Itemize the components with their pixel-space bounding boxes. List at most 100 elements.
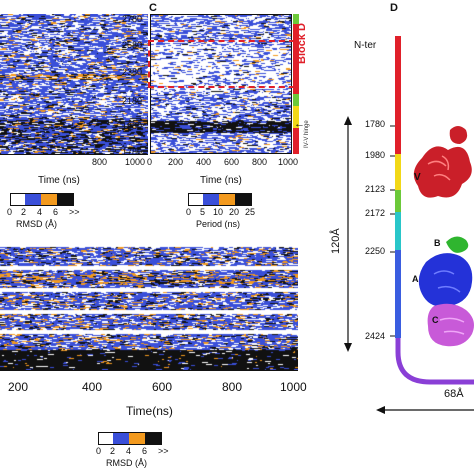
hinge-label: IV-V hinge [304, 120, 310, 148]
b-cbar-black [145, 433, 161, 444]
c-cbar-white [189, 194, 203, 205]
b-rmsd-colorbar [98, 432, 162, 445]
panel-d-diagram [344, 36, 474, 414]
panel-c-letter: C [149, 2, 157, 14]
b-legend-tick-4: 4 [126, 446, 132, 456]
tl-xtick-1000: 1000 [125, 157, 146, 167]
d-bar-blue [395, 250, 401, 338]
d-domain-label-a: A [412, 274, 419, 284]
tl-legend-tick-0: 0 [7, 207, 13, 217]
b-xtick-200: 200 [8, 380, 29, 394]
block-d-label: Block D [296, 23, 308, 64]
c-domain-strip [293, 14, 299, 154]
c-strip-yellow [293, 106, 299, 128]
tl-legend-tick-6: 6 [53, 207, 59, 217]
d-res-2424: 2424 [365, 331, 386, 341]
tl-cbar-white [11, 194, 25, 205]
d-nter-label: N-ter [354, 40, 377, 51]
b-xtick-400: 400 [82, 380, 103, 394]
c-x-axis-label: Time (ns) [200, 175, 242, 186]
d-structure-a [418, 253, 473, 307]
b-xtick-600: 600 [152, 380, 173, 394]
c-cbar-black [235, 194, 251, 205]
d-vertical-dim-label: 120Å [330, 228, 342, 254]
c-cbar-blue [203, 194, 219, 205]
d-horizontal-dim-label: 68Å [444, 388, 464, 400]
tl-x-axis-label: Time (ns) [38, 175, 80, 186]
d-vertical-arrow-bottom [344, 343, 352, 352]
c-xtick-200: 200 [168, 157, 184, 167]
tl-cbar-black [57, 194, 73, 205]
d-structure-c [427, 303, 474, 347]
panel-c-period-heatmap [150, 14, 292, 154]
c-legend-tick-10: 10 [213, 207, 224, 217]
c-strip-red-bottom [293, 128, 299, 154]
d-structure-v [413, 126, 472, 198]
tl-xtick-800: 800 [92, 157, 108, 167]
tl-legend-tick-2: 2 [21, 207, 27, 217]
c-ytick-1780: 1780 [122, 147, 143, 157]
b-legend-tick-more: >> [158, 446, 169, 456]
c-ytick-1980: 1980 [122, 121, 143, 131]
d-bar-green [395, 190, 401, 212]
c-xtick-800: 800 [252, 157, 268, 167]
bottom-rmsd-heatmap [0, 244, 298, 370]
d-bar-cyan [395, 212, 401, 250]
c-xtick-400: 400 [196, 157, 212, 167]
b-cbar-orange [129, 433, 145, 444]
c-legend-tick-25: 25 [245, 207, 256, 217]
d-res-1980: 1980 [365, 150, 386, 160]
d-domain-label-b: B [434, 238, 441, 248]
c-legend-tick-5: 5 [200, 207, 206, 217]
c-xtick-0: 0 [147, 157, 153, 167]
c-strip-green [293, 94, 299, 106]
c-ytick-2580: 2580 [122, 40, 143, 50]
d-domain-label-c: C [432, 315, 439, 325]
b-legend-tick-2: 2 [110, 446, 116, 456]
b-xtick-800: 800 [222, 380, 243, 394]
c-xtick-1000: 1000 [278, 157, 299, 167]
b-cbar-blue [113, 433, 129, 444]
b-cbar-white [99, 433, 113, 444]
c-legend-label: Period (ns) [196, 219, 241, 229]
top-left-x-axis [0, 154, 148, 155]
d-bar-purple-tail [395, 338, 474, 385]
b-legend-tick-0: 0 [96, 446, 102, 456]
c-period-colorbar [188, 193, 252, 206]
c-strip-green-top [293, 14, 299, 24]
c-strip-red [293, 24, 299, 94]
c-legend-tick-20: 20 [229, 207, 240, 217]
bottom-x-axis [0, 370, 298, 371]
tl-rmsd-colorbar [10, 193, 74, 206]
d-bar-nter-cap [395, 36, 401, 40]
tl-legend-label: RMSD (Å) [16, 219, 57, 229]
tl-legend-tick-more: >> [69, 207, 80, 217]
c-ytick-2180: 2180 [122, 96, 143, 106]
c-legend-tick-0: 0 [186, 207, 192, 217]
d-bar-yellow [395, 154, 401, 190]
d-vertical-arrow-top [344, 116, 352, 125]
b-legend-tick-6: 6 [142, 446, 148, 456]
tl-legend-tick-4: 4 [37, 207, 43, 217]
hinge-arrow-icon: ← [294, 118, 305, 130]
d-res-2123: 2123 [365, 184, 386, 194]
tl-cbar-orange [41, 194, 57, 205]
d-structure-b [446, 236, 469, 253]
block-d-box [148, 40, 295, 88]
c-ytick-2380: 2380 [122, 67, 143, 77]
tl-cbar-blue [25, 194, 41, 205]
c-xtick-600: 600 [224, 157, 240, 167]
d-bar-red [395, 36, 401, 154]
d-res-1780: 1780 [365, 119, 386, 129]
top-left-rmsd-heatmap [0, 14, 148, 154]
d-horizontal-arrow-left [376, 406, 385, 414]
d-res-2250: 2250 [365, 246, 386, 256]
d-res-2172: 2172 [365, 208, 386, 218]
panel-d-letter: D [390, 2, 398, 14]
c-ytick-2780: 2780 [122, 14, 143, 24]
b-x-axis-label: Time(ns) [126, 404, 173, 418]
c-cbar-orange [219, 194, 235, 205]
b-xtick-1000: 1000 [280, 380, 307, 394]
d-domain-label-v: V [414, 172, 421, 183]
b-legend-label: RMSD (Å) [106, 458, 147, 468]
